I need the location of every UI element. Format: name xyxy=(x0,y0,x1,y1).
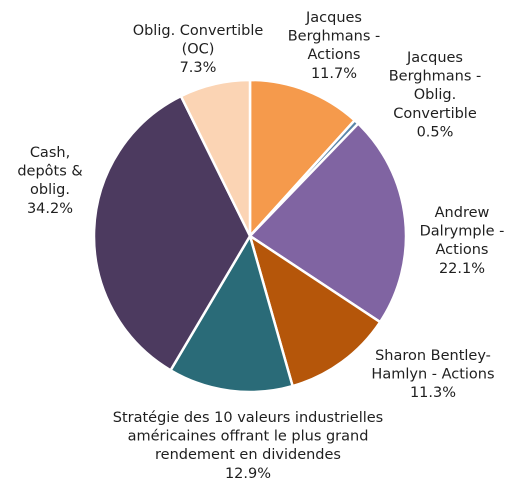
slice-label-line: Berghmans - xyxy=(288,29,381,45)
pie-slice xyxy=(169,234,294,394)
slice-label-line: américaines offrant le plus grand xyxy=(128,429,369,445)
slice-label-line: Actions xyxy=(436,242,489,258)
slice-label: Jacques Berghmans - Oblig. Convertible 0.5% xyxy=(389,50,482,140)
pie-slice xyxy=(248,78,356,238)
slice-percent: 0.5% xyxy=(417,124,454,140)
slice-label-line: Convertible xyxy=(393,106,477,122)
slice-label-line: Oblig. Convertible xyxy=(133,23,264,39)
slice-label-line: depôts & xyxy=(17,164,82,180)
slice-label: Sharon Bentley- Hamlyn - Actions 11.3% xyxy=(371,348,494,401)
slice-label: Oblig. Convertible (OC) 7.3% xyxy=(133,23,264,76)
slice-label-line: Andrew xyxy=(435,205,490,221)
slice-label-line: Jacques xyxy=(406,50,463,66)
pie-labels: Jacques Berghmans - Actions 11.7% Jacques Ber… xyxy=(17,10,504,482)
slice-percent: 7.3% xyxy=(180,60,217,76)
slice-label-line: Hamlyn - Actions xyxy=(371,367,494,383)
slice-label-line: oblig. xyxy=(30,182,70,198)
slice-label-line: Oblig. xyxy=(414,87,457,103)
pie-slices xyxy=(92,78,408,394)
slice-label-line: Sharon Bentley- xyxy=(375,348,491,364)
slice-label: Stratégie des 10 valeurs industrielles am… xyxy=(113,410,383,482)
slice-percent: 11.3% xyxy=(410,385,456,401)
pie-slice xyxy=(92,94,252,372)
slice-label-line: Jacques xyxy=(305,10,362,26)
slice-label-line: Actions xyxy=(308,47,361,63)
slice-label: Cash, depôts & oblig. 34.2% xyxy=(17,145,82,217)
slice-label-line: Dalrymple - xyxy=(420,224,505,240)
slice-label: Andrew Dalrymple - Actions 22.1% xyxy=(420,205,505,277)
slice-label: Jacques Berghmans - Actions 11.7% xyxy=(288,10,381,82)
slice-percent: 22.1% xyxy=(439,261,485,277)
slice-label-line: rendement en dividendes xyxy=(155,447,341,463)
slice-percent: 12.9% xyxy=(225,466,271,482)
slice-label-line: Stratégie des 10 valeurs industrielles xyxy=(113,410,383,426)
slice-label-line: (OC) xyxy=(182,42,215,58)
pie-slice xyxy=(179,78,252,238)
slice-percent: 11.7% xyxy=(311,66,357,82)
slice-percent: 34.2% xyxy=(27,201,73,217)
slice-label-line: Berghmans - xyxy=(389,69,482,85)
slice-label-line: Cash, xyxy=(30,145,70,161)
pie-slice xyxy=(248,122,408,324)
